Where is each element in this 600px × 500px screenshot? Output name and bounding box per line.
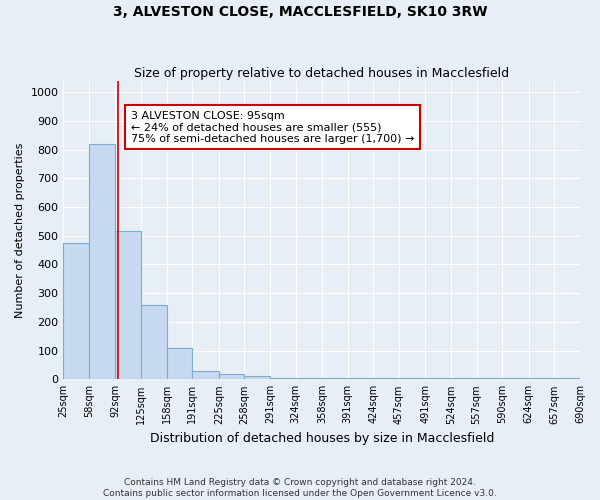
Text: Contains HM Land Registry data © Crown copyright and database right 2024.
Contai: Contains HM Land Registry data © Crown c… bbox=[103, 478, 497, 498]
Bar bbox=[529, 378, 554, 380]
Bar bbox=[399, 378, 425, 380]
Bar bbox=[64, 243, 89, 380]
Text: 3 ALVESTON CLOSE: 95sqm
← 24% of detached houses are smaller (555)
75% of semi-d: 3 ALVESTON CLOSE: 95sqm ← 24% of detache… bbox=[131, 110, 414, 144]
Text: 3, ALVESTON CLOSE, MACCLESFIELD, SK10 3RW: 3, ALVESTON CLOSE, MACCLESFIELD, SK10 3R… bbox=[113, 5, 487, 19]
Title: Size of property relative to detached houses in Macclesfield: Size of property relative to detached ho… bbox=[134, 66, 509, 80]
Bar bbox=[554, 378, 580, 380]
X-axis label: Distribution of detached houses by size in Macclesfield: Distribution of detached houses by size … bbox=[149, 432, 494, 445]
Y-axis label: Number of detached properties: Number of detached properties bbox=[15, 142, 25, 318]
Bar bbox=[322, 378, 348, 380]
Bar bbox=[476, 378, 502, 380]
Bar bbox=[141, 304, 167, 380]
Bar bbox=[219, 374, 244, 380]
Bar bbox=[296, 378, 322, 380]
Bar bbox=[167, 348, 193, 380]
Bar bbox=[270, 378, 296, 380]
Bar bbox=[451, 378, 476, 380]
Bar bbox=[348, 378, 373, 380]
Bar bbox=[115, 232, 141, 380]
Bar bbox=[89, 144, 115, 380]
Bar bbox=[373, 378, 399, 380]
Bar bbox=[244, 376, 270, 380]
Bar bbox=[502, 378, 529, 380]
Bar bbox=[193, 370, 219, 380]
Bar bbox=[425, 378, 451, 380]
